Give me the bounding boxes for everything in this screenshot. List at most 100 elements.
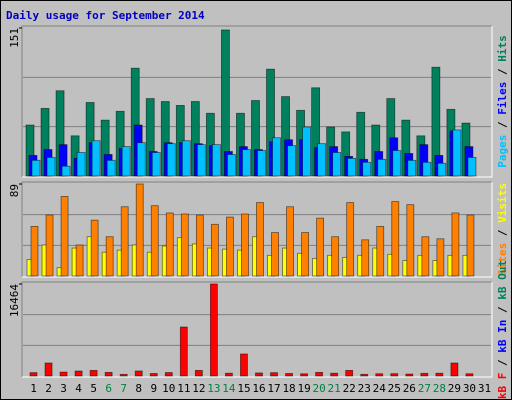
bar — [76, 152, 86, 177]
x-tick-label: 5 — [90, 382, 97, 395]
bar — [422, 161, 432, 177]
bar — [164, 372, 173, 377]
bar — [44, 362, 53, 377]
x-tick-label: 6 — [105, 382, 112, 395]
bar — [361, 239, 370, 277]
bar — [406, 204, 415, 277]
y-tick-label: 89 — [8, 184, 21, 197]
bar — [166, 143, 176, 177]
bar — [392, 150, 402, 177]
bar — [271, 232, 279, 277]
bar — [89, 370, 98, 377]
x-tick-label: 16 — [252, 382, 265, 395]
y-tick-label: 151 — [8, 28, 21, 48]
x-tick-label: 29 — [448, 382, 461, 395]
bar — [29, 372, 38, 377]
bar — [450, 362, 459, 377]
bar — [227, 154, 236, 177]
bar — [331, 236, 340, 277]
bar — [135, 183, 144, 277]
bar — [211, 144, 221, 177]
bar — [287, 145, 296, 177]
bar — [332, 152, 342, 177]
panel-shadow — [21, 25, 492, 177]
legend-entry: Hits — [496, 35, 509, 62]
bar — [210, 223, 219, 277]
bar — [196, 144, 206, 177]
x-tick-label: 10 — [162, 382, 175, 395]
bar — [362, 161, 372, 177]
bar — [105, 236, 114, 277]
x-tick-label: 4 — [75, 382, 82, 395]
bar — [270, 372, 278, 377]
bar — [467, 156, 477, 177]
bar — [436, 238, 445, 277]
bar — [315, 371, 324, 377]
x-tick-label: 12 — [192, 382, 205, 395]
panel-shadow — [21, 181, 492, 277]
x-tick-label: 24 — [373, 382, 387, 395]
y-tick-label: 16464 — [8, 284, 21, 317]
legend-entry: Pages — [496, 135, 509, 168]
bar — [302, 126, 311, 177]
bar — [420, 372, 429, 377]
bar — [390, 373, 399, 377]
bar — [405, 373, 414, 377]
bar — [257, 150, 266, 177]
bar — [59, 371, 68, 377]
x-tick-label: 9 — [150, 382, 157, 395]
bar — [391, 201, 400, 277]
bar — [119, 373, 128, 377]
x-tick-label: 27 — [418, 382, 431, 395]
bar — [194, 370, 203, 377]
bar — [180, 213, 189, 277]
bar — [376, 225, 385, 277]
x-tick-label: 11 — [177, 382, 190, 395]
bar — [465, 373, 474, 377]
bar — [106, 159, 116, 177]
bar — [301, 232, 309, 277]
bar — [286, 206, 294, 277]
bar — [226, 216, 234, 277]
bar — [60, 196, 69, 277]
bar — [241, 213, 249, 277]
x-tick-label: 26 — [403, 382, 416, 395]
bar — [256, 202, 264, 277]
panel-light — [22, 282, 493, 378]
bar — [30, 225, 39, 277]
bar — [134, 370, 143, 377]
x-tick-label: 21 — [328, 382, 341, 395]
bar — [316, 217, 325, 277]
bar — [240, 353, 248, 377]
bar — [150, 205, 159, 277]
bar — [346, 202, 355, 277]
legend: Sites / Visits — [496, 183, 509, 276]
x-tick-label: 20 — [313, 382, 326, 395]
bar — [75, 244, 84, 277]
x-tick-label: 31 — [478, 382, 491, 395]
legend: kB F / kB In / kB Out — [496, 260, 509, 399]
bar — [209, 283, 218, 377]
x-tick-label: 17 — [267, 382, 280, 395]
bar — [90, 219, 99, 277]
legend-separator: / — [496, 353, 509, 373]
bar — [104, 371, 113, 377]
x-tick-label: 14 — [222, 382, 236, 395]
bar — [91, 140, 101, 177]
x-tick-label: 13 — [207, 382, 220, 395]
chart-title: Daily usage for September 2014 — [6, 9, 205, 22]
panel-light — [22, 26, 493, 178]
bar — [451, 212, 460, 277]
bar — [345, 370, 354, 377]
bar — [437, 162, 447, 177]
bar — [330, 372, 339, 377]
panel-light — [22, 182, 493, 278]
bar — [121, 146, 131, 177]
legend-separator: / — [496, 300, 509, 320]
bar — [31, 159, 41, 177]
bar — [165, 212, 174, 277]
x-tick-label: 25 — [388, 382, 401, 395]
x-tick-label: 3 — [60, 382, 67, 395]
bar — [272, 137, 281, 177]
